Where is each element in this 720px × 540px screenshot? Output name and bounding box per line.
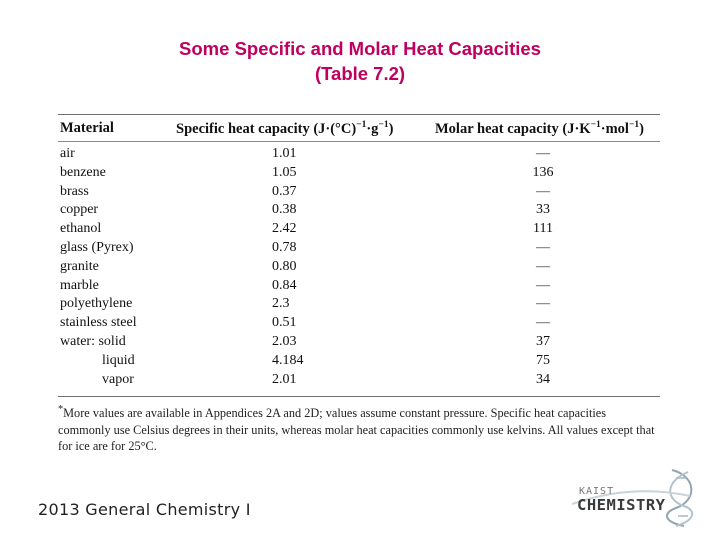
header-specific-heat: Specific heat capacity (J·(°C)−1·g−1)	[176, 120, 394, 137]
table-row: ethanol 2.42 111	[58, 220, 660, 239]
cell-molar: 111	[533, 221, 553, 237]
cell-specific: 1.05	[272, 164, 297, 180]
table-row: granite 0.80 —	[58, 258, 660, 277]
cell-material: water: solid	[60, 333, 126, 349]
slide-title-line2: (Table 7.2)	[314, 63, 406, 84]
cell-specific: 0.38	[272, 202, 297, 218]
cell-material: benzene	[60, 164, 106, 180]
slide-title: Some Specific and Molar Heat Capacities …	[0, 36, 720, 86]
cell-molar: —	[536, 239, 550, 255]
table-row: polyethylene 2.3 —	[58, 295, 660, 314]
footnote-marker: *	[58, 404, 64, 415]
cell-material: granite	[60, 258, 99, 274]
cell-material: air	[60, 146, 75, 161]
table-row: liquid 4.184 75	[58, 352, 660, 371]
cell-specific: 2.42	[272, 221, 297, 237]
cell-specific: 2.03	[272, 333, 297, 349]
footnote-text: More values are available in Appendices …	[58, 406, 655, 453]
cell-molar: 33	[536, 202, 550, 218]
cell-specific: 4.184	[272, 352, 304, 368]
cell-material: copper	[60, 202, 99, 218]
table-row: stainless steel 0.51 —	[58, 314, 660, 333]
cell-specific: 2.01	[272, 371, 297, 387]
table-row: air 1.01 —	[58, 145, 660, 164]
table-bottom-rule	[58, 396, 660, 398]
cell-molar: 37	[536, 333, 550, 349]
table-row: glass (Pyrex) 0.78 —	[58, 239, 660, 258]
table-row: vapor 2.01 34	[58, 371, 660, 390]
kaist-chemistry-logo: KAIST CHEMISTRY	[572, 466, 702, 528]
cell-material: polyethylene	[60, 296, 133, 312]
cell-specific: 2.3	[272, 296, 290, 312]
slide-title-line1: Some Specific and Molar Heat Capacities	[179, 38, 541, 59]
cell-molar: 75	[536, 352, 550, 368]
cell-molar: 136	[532, 164, 554, 180]
cell-molar: —	[536, 315, 550, 331]
logo-kaist-text: KAIST	[579, 486, 615, 497]
cell-material: vapor	[102, 371, 134, 387]
cell-material: glass (Pyrex)	[60, 239, 134, 255]
table-row: copper 0.38 33	[58, 201, 660, 220]
table-row: water: solid 2.03 37	[58, 333, 660, 352]
cell-material: stainless steel	[60, 315, 137, 331]
cell-molar: —	[536, 296, 550, 312]
table-row: brass 0.37 —	[58, 183, 660, 202]
cell-specific: 0.80	[272, 258, 297, 274]
cell-specific: 0.51	[272, 315, 297, 331]
table-footnote: *More values are available in Appendices…	[58, 402, 658, 454]
cell-material: brass	[60, 183, 89, 199]
cell-molar: 34	[536, 371, 550, 387]
cell-material: marble	[60, 277, 99, 293]
cell-material: liquid	[102, 352, 135, 368]
cell-specific: 1.01	[272, 146, 297, 161]
cell-specific: 0.84	[272, 277, 297, 293]
cell-molar: —	[536, 277, 550, 293]
table-body: air 1.01 — benzene 1.05 136 brass 0.37 — coppe…	[58, 142, 660, 396]
cell-molar: —	[536, 258, 550, 274]
cell-molar: —	[536, 146, 550, 161]
logo-chemistry-text: CHEMISTRY	[577, 496, 666, 514]
header-material: Material	[60, 120, 114, 136]
table-header-row: Material Specific heat capacity (J·(°C)−…	[58, 115, 660, 141]
table-row: marble 0.84 —	[58, 277, 660, 296]
cell-specific: 0.37	[272, 183, 297, 199]
cell-material: ethanol	[60, 221, 102, 237]
header-molar-heat: Molar heat capacity (J·K−1·mol−1)	[435, 120, 644, 137]
dna-helix-icon	[572, 469, 694, 527]
table-row: benzene 1.05 136	[58, 164, 660, 183]
cell-specific: 0.78	[272, 239, 297, 255]
course-footer: 2013 General Chemistry I	[38, 500, 251, 519]
table-top-rule	[58, 114, 660, 115]
heat-capacity-table: Material Specific heat capacity (J·(°C)−…	[58, 114, 660, 398]
cell-molar: —	[536, 183, 550, 199]
table-header-rule	[58, 141, 660, 142]
